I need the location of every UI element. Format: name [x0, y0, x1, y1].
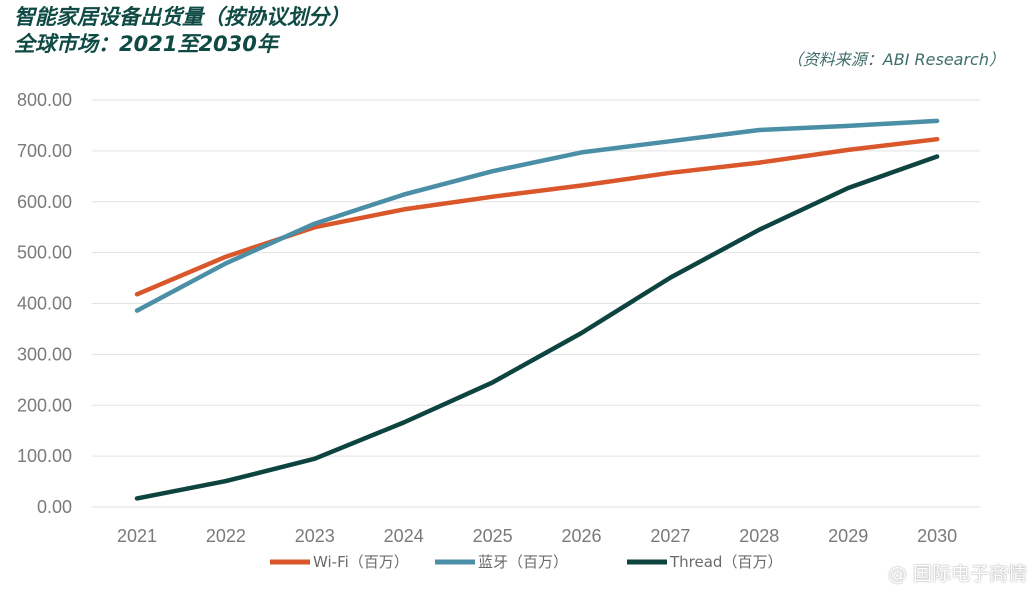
x-tick-label: 2027	[650, 526, 690, 546]
chart-title: 智能家居设备出货量（按协议划分）	[14, 5, 350, 29]
y-tick-label: 300.00	[17, 344, 72, 364]
legend-label: Wi-Fi（百万）	[313, 553, 409, 571]
series-line-thread	[134, 154, 940, 501]
series-line-bluetooth	[134, 118, 940, 313]
y-tick-label: 200.00	[17, 395, 72, 415]
y-tick-label: 0.00	[37, 497, 72, 517]
x-tick-label: 2029	[828, 526, 868, 546]
x-axis-ticks: 2021 2022 2023 2024 2025 2026 2027 2028 2029 2030	[117, 526, 957, 546]
series-lines	[134, 118, 940, 501]
x-tick-label: 2028	[739, 526, 779, 546]
y-tick-label: 100.00	[17, 446, 72, 466]
x-tick-label: 2026	[561, 526, 601, 546]
x-tick-label: 2024	[384, 526, 424, 546]
watermark: @ 国际电子商情	[887, 563, 1027, 585]
y-tick-label: 400.00	[17, 294, 72, 314]
x-tick-label: 2030	[917, 526, 957, 546]
x-tick-label: 2021	[117, 526, 157, 546]
legend: Wi-Fi（百万） 蓝牙（百万） Thread（百万）	[270, 553, 782, 571]
y-tick-label: 600.00	[17, 192, 72, 212]
chart-subtitle: 全球市场：2021至2030年	[14, 32, 278, 56]
y-tick-label: 700.00	[17, 141, 72, 161]
y-axis-ticks: 0.00 100.00 200.00 300.00 400.00 500.00 600.00…	[17, 90, 72, 517]
legend-label: Thread（百万）	[669, 553, 782, 571]
y-tick-label: 800.00	[17, 90, 72, 110]
x-tick-label: 2023	[295, 526, 335, 546]
x-tick-label: 2025	[473, 526, 513, 546]
source-note: （资料来源：ABI Research）	[786, 50, 1005, 69]
y-tick-label: 500.00	[17, 243, 72, 263]
x-tick-label: 2022	[206, 526, 246, 546]
legend-label: 蓝牙（百万）	[478, 553, 568, 571]
chart-title-block: 智能家居设备出货量（按协议划分） 全球市场：2021至2030年	[14, 4, 350, 58]
